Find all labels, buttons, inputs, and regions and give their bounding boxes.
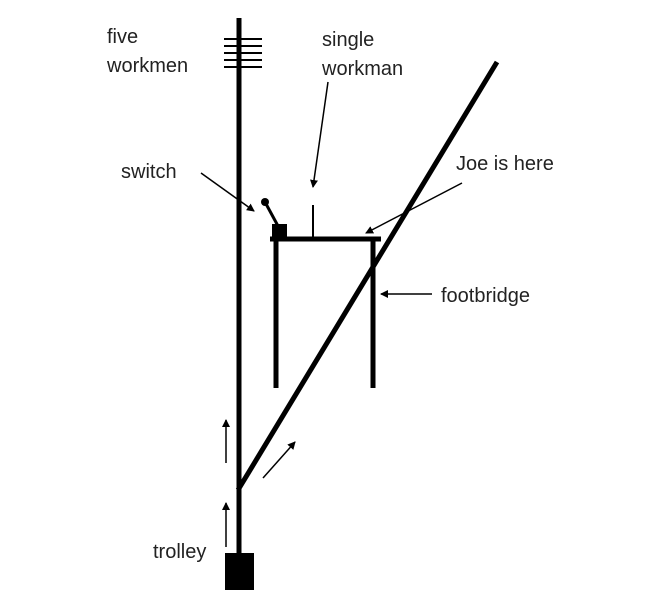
trolley-block	[225, 553, 254, 590]
five-workmen-marks	[224, 38, 262, 68]
joe-label: Joe is here	[456, 153, 554, 175]
switch-pointer-arrow	[200, 172, 255, 212]
five-workmen-label-line2: workmen	[106, 55, 188, 77]
single-workman-label-line2: workman	[321, 58, 403, 80]
joe-pointer-arrow	[365, 182, 463, 234]
side-track	[235, 60, 500, 492]
footbridge	[270, 236, 381, 388]
switch-label: switch	[121, 161, 177, 183]
trolley-label: trolley	[153, 541, 206, 563]
footbridge-label: footbridge	[441, 285, 530, 307]
direction-arrow-diagonal	[262, 441, 296, 479]
single-workman-label-line1: single	[322, 29, 374, 51]
switch-lever	[261, 198, 287, 239]
single-workman-pointer-arrow	[310, 81, 329, 188]
five-workmen-label-line1: five	[107, 26, 138, 48]
